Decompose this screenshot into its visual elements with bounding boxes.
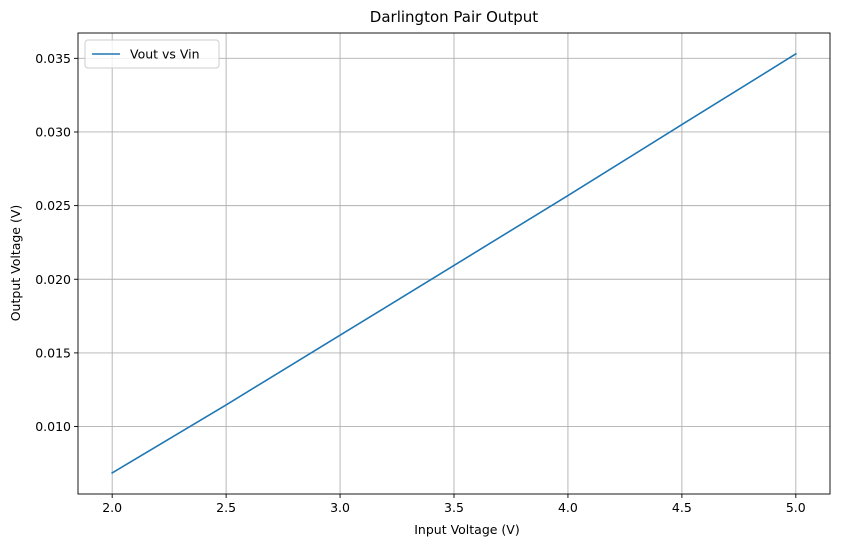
y-tick-label: 0.010 <box>35 419 71 434</box>
x-tick-label: 5.0 <box>786 500 806 515</box>
y-tick-label: 0.020 <box>35 272 71 287</box>
y-tick-label: 0.025 <box>35 198 71 213</box>
x-tick-label: 3.5 <box>444 500 464 515</box>
axis-ticks: 2.0 2.5 3.0 3.5 4.0 4.5 5.0 0.010 0.015 0.020 0.02… <box>35 51 806 515</box>
x-tick-label: 3.0 <box>330 500 350 515</box>
y-tick-label: 0.030 <box>35 124 71 139</box>
grid <box>78 33 830 494</box>
y-axis-label: Output Voltage (V) <box>8 205 23 322</box>
chart-title: Darlington Pair Output <box>370 8 538 26</box>
legend: Vout vs Vin <box>84 39 220 69</box>
x-tick-label: 4.0 <box>558 500 578 515</box>
series-layer <box>111 52 797 475</box>
legend-box <box>84 39 220 69</box>
legend-label: Vout vs Vin <box>130 47 200 62</box>
series-line <box>111 52 797 475</box>
y-tick-label: 0.015 <box>35 345 71 360</box>
x-axis-label: Input Voltage (V) <box>414 522 520 537</box>
x-tick-label: 2.0 <box>102 500 122 515</box>
x-tick-label: 4.5 <box>672 500 692 515</box>
y-tick-label: 0.035 <box>35 51 71 66</box>
x-tick-label: 2.5 <box>216 500 236 515</box>
